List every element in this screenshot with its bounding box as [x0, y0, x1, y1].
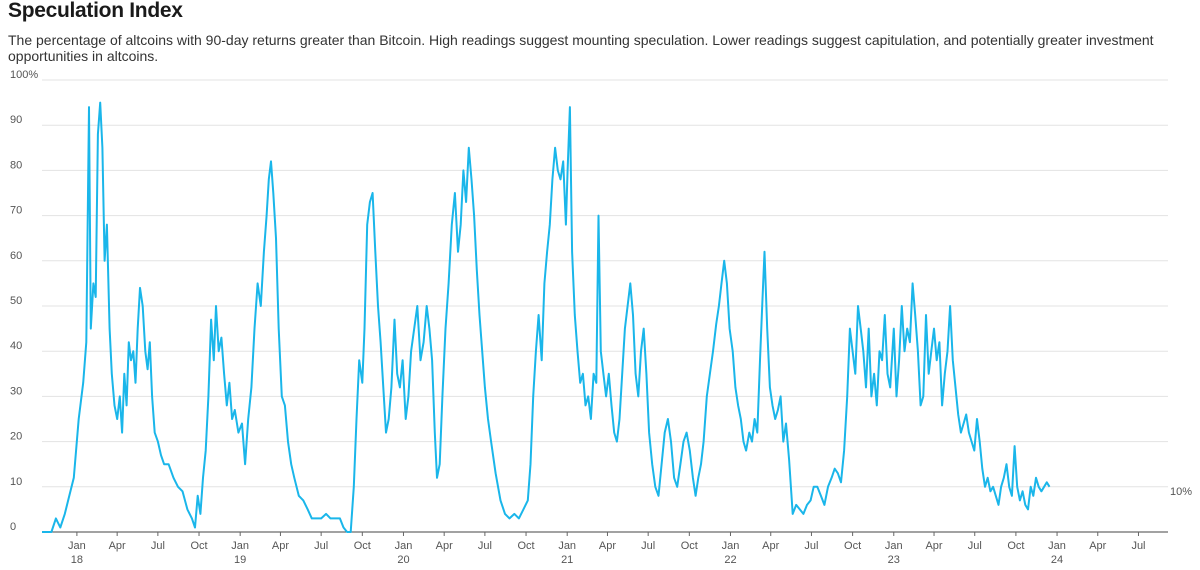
x-tick-label: Jan: [722, 540, 740, 552]
chart-title: Speculation Index: [8, 0, 183, 22]
x-tick-year-label: 24: [1051, 554, 1063, 566]
y-tick-label: 80: [10, 159, 22, 171]
x-tick-label: Apr: [272, 540, 289, 552]
x-axis-ticks: Jan 18 Apr Jul Oct Jan 19 Apr Jul Oct Jan 20 Apr Jul O…: [68, 532, 1146, 566]
y-tick-label: 100%: [10, 69, 38, 81]
y-tick-label: 60: [10, 250, 22, 262]
x-tick-label: Apr: [599, 540, 616, 552]
x-tick-label: Jul: [968, 540, 982, 552]
x-tick-label: Apr: [109, 540, 126, 552]
y-axis-ticks: 0 10 20 30 40 50 60 70 80 90 100%: [10, 69, 38, 533]
y-tick-label: 30: [10, 385, 22, 397]
x-tick-label: Apr: [762, 540, 779, 552]
x-tick-label: Oct: [1007, 540, 1024, 552]
grid-lines: [42, 79, 1168, 533]
x-tick-label: Jan: [558, 540, 576, 552]
x-tick-label: Jul: [641, 540, 655, 552]
x-tick-label: Jul: [804, 540, 818, 552]
series-group: [42, 101, 1051, 533]
y-tick-label: 50: [10, 295, 22, 307]
x-tick-label: Jan: [395, 540, 413, 552]
y-tick-label: 70: [10, 205, 22, 217]
x-tick-year-label: 21: [561, 554, 573, 566]
x-tick-label: Apr: [1089, 540, 1106, 552]
x-tick-label: Oct: [190, 540, 207, 552]
x-tick-year-label: 23: [888, 554, 900, 566]
y-tick-label: 20: [10, 431, 22, 443]
x-tick-label: Jul: [1131, 540, 1145, 552]
x-tick-label: Oct: [844, 540, 861, 552]
end-value-label: 10%: [1170, 486, 1192, 498]
y-tick-label: 0: [10, 521, 16, 533]
series-line: [42, 101, 1051, 533]
x-tick-year-label: 19: [234, 554, 246, 566]
x-tick-label: Oct: [354, 540, 371, 552]
x-tick-label: Apr: [436, 540, 453, 552]
x-tick-year-label: 22: [724, 554, 736, 566]
x-tick-label: Apr: [925, 540, 942, 552]
x-tick-label: Oct: [681, 540, 698, 552]
x-tick-label: Jan: [68, 540, 86, 552]
x-tick-label: Oct: [517, 540, 534, 552]
y-tick-label: 90: [10, 114, 22, 126]
y-tick-label: 10: [10, 476, 22, 488]
y-tick-label: 40: [10, 340, 22, 352]
x-tick-label: Jan: [1048, 540, 1066, 552]
x-tick-label: Jul: [314, 540, 328, 552]
x-tick-year-label: 18: [71, 554, 83, 566]
x-tick-label: Jan: [885, 540, 903, 552]
x-tick-year-label: 20: [397, 554, 409, 566]
x-tick-label: Jul: [478, 540, 492, 552]
x-tick-label: Jan: [231, 540, 249, 552]
chart-subtitle: The percentage of altcoins with 90-day r…: [8, 32, 1154, 64]
x-tick-label: Jul: [151, 540, 165, 552]
